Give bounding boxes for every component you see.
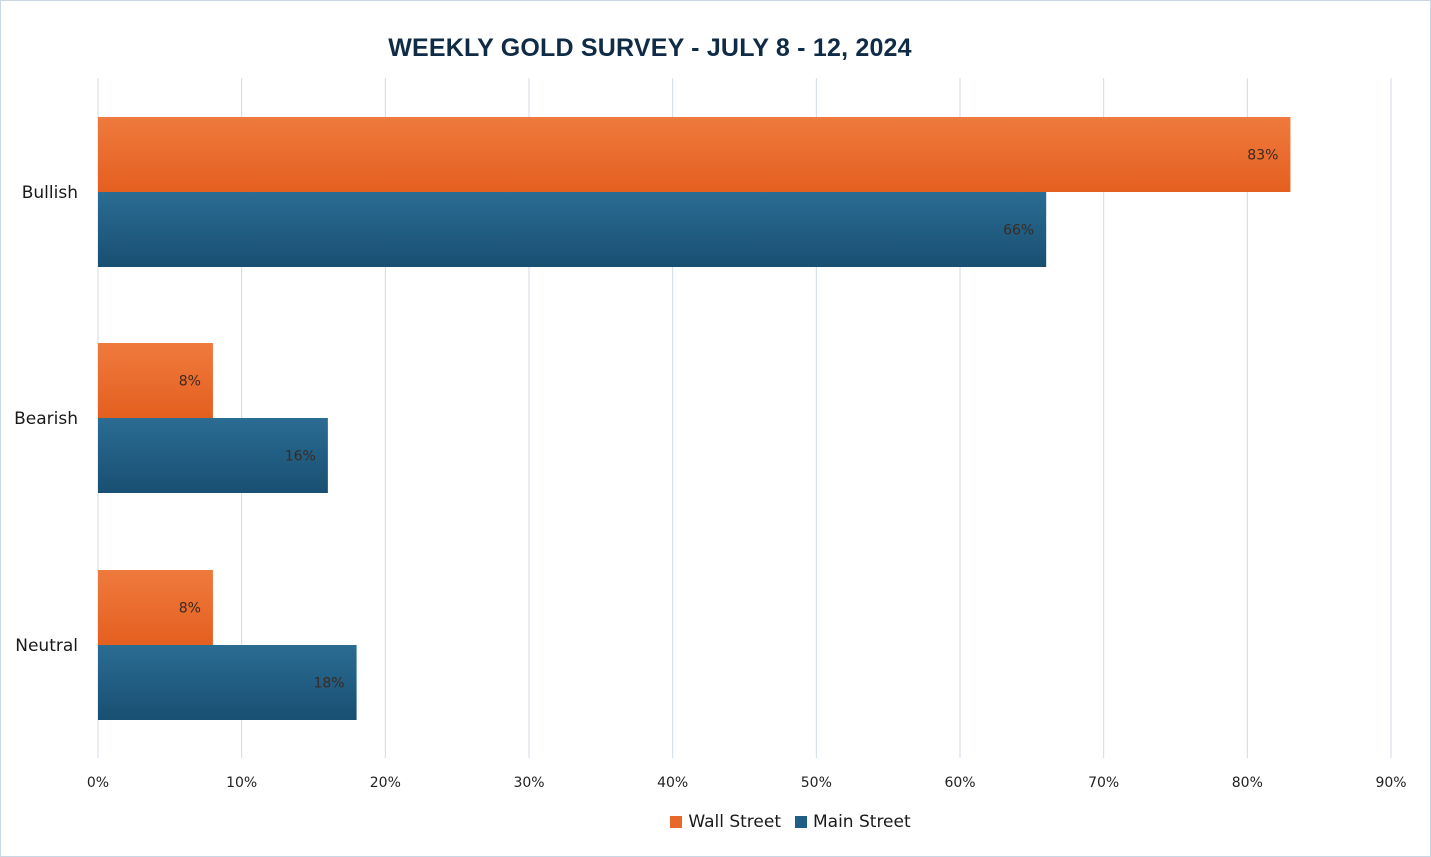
x-tick-label: 10% (226, 775, 257, 791)
data-label: 8% (179, 374, 201, 390)
data-label: 8% (179, 601, 201, 617)
x-tick-label: 90% (1375, 775, 1406, 791)
legend-label-main-street: Main Street (813, 812, 911, 832)
bar (98, 570, 213, 645)
category-label: Neutral (15, 636, 78, 656)
data-label: 83% (1247, 148, 1278, 164)
bar (98, 117, 1291, 192)
x-tick-label: 30% (513, 775, 544, 791)
x-tick-label: 60% (944, 775, 975, 791)
x-tick-label: 80% (1232, 775, 1263, 791)
legend-label-wall-street: Wall Street (688, 812, 781, 832)
category-label: Bullish (22, 183, 78, 203)
data-label: 18% (313, 676, 344, 692)
legend-swatch-main-street (795, 816, 807, 828)
bar (98, 645, 357, 720)
plot-area: 0% 10% 20% 30% 40% 50% 60% 70% 80% 90% Bullish 83% 6… (14, 78, 1407, 792)
x-tick-label: 40% (657, 775, 688, 791)
category-label: Bearish (14, 409, 78, 429)
bar (98, 418, 328, 493)
legend: Wall Street Main Street (0, 812, 1431, 832)
x-tick-label: 0% (87, 775, 109, 791)
x-tick-label: 50% (801, 775, 832, 791)
data-label: 16% (285, 449, 316, 465)
chart-title: WEEKLY GOLD SURVEY - JULY 8 - 12, 2024 (388, 34, 912, 62)
bar (98, 192, 1047, 267)
x-tick-label: 70% (1088, 775, 1119, 791)
legend-item-main-street: Main Street (795, 812, 911, 832)
data-label: 66% (1003, 223, 1034, 239)
bars (98, 117, 1291, 720)
legend-swatch-wall-street (670, 816, 683, 828)
labels: 0% 10% 20% 30% 40% 50% 60% 70% 80% 90% Bullish 83% 6… (14, 148, 1406, 792)
legend-item-wall-street: Wall Street (670, 812, 781, 832)
bar (98, 343, 213, 418)
x-tick-label: 20% (370, 775, 401, 791)
